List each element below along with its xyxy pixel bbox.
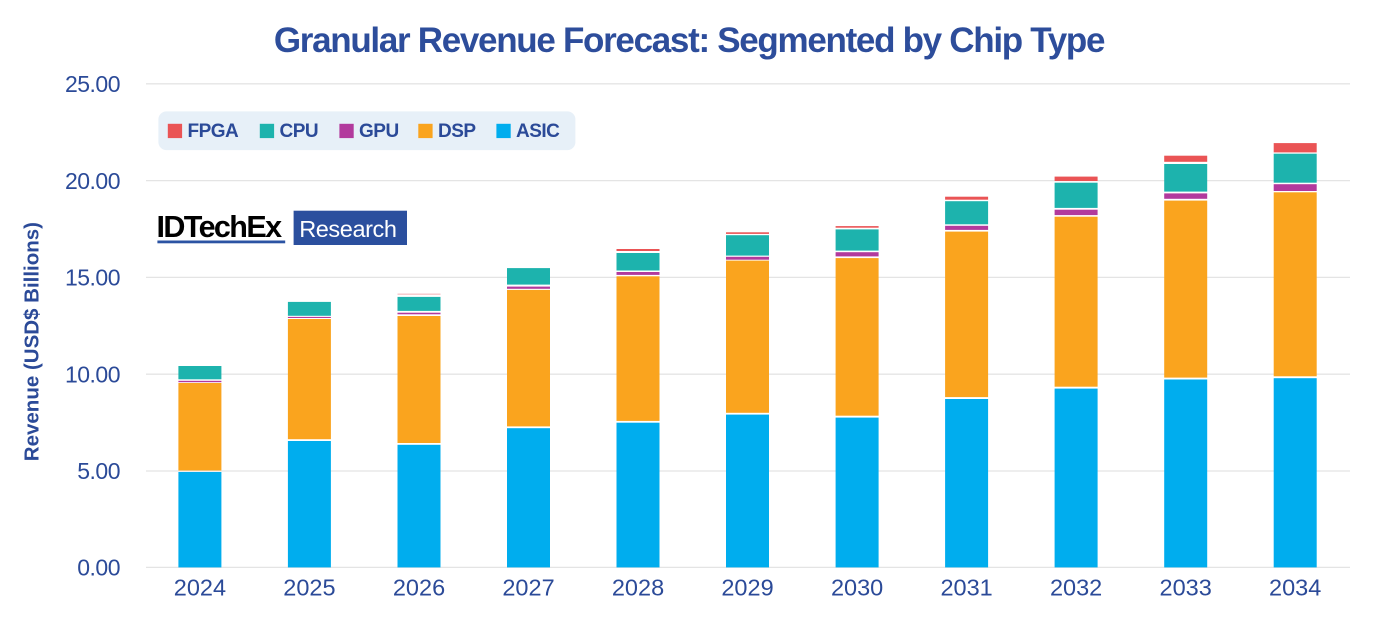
svg-text:10.00: 10.00 xyxy=(65,361,120,387)
svg-text:ASIC: ASIC xyxy=(516,121,560,142)
svg-text:Research: Research xyxy=(299,216,396,242)
svg-text:2033: 2033 xyxy=(1160,575,1212,601)
svg-text:2028: 2028 xyxy=(612,575,664,601)
svg-text:2026: 2026 xyxy=(393,575,445,601)
svg-text:CPU: CPU xyxy=(280,121,319,142)
svg-text:5.00: 5.00 xyxy=(77,458,120,484)
svg-text:0.00: 0.00 xyxy=(77,555,120,581)
svg-text:2032: 2032 xyxy=(1050,575,1102,601)
svg-text:2034: 2034 xyxy=(1269,575,1321,601)
svg-text:2031: 2031 xyxy=(940,575,992,601)
svg-text:Revenue (USD$ Billions): Revenue (USD$ Billions) xyxy=(21,222,44,461)
svg-text:2024: 2024 xyxy=(174,575,226,601)
svg-text:2029: 2029 xyxy=(721,575,773,601)
svg-text:IDTechEx: IDTechEx xyxy=(157,210,283,244)
svg-text:DSP: DSP xyxy=(438,121,476,142)
svg-text:2027: 2027 xyxy=(502,575,554,601)
svg-text:FPGA: FPGA xyxy=(188,121,240,142)
svg-text:Granular Revenue Forecast: Seg: Granular Revenue Forecast: Segmented by … xyxy=(274,21,1105,60)
svg-text:25.00: 25.00 xyxy=(65,71,120,97)
svg-text:2030: 2030 xyxy=(831,575,883,601)
svg-text:GPU: GPU xyxy=(359,121,399,142)
svg-text:15.00: 15.00 xyxy=(65,265,120,291)
svg-text:2025: 2025 xyxy=(283,575,335,601)
svg-text:20.00: 20.00 xyxy=(65,168,120,194)
